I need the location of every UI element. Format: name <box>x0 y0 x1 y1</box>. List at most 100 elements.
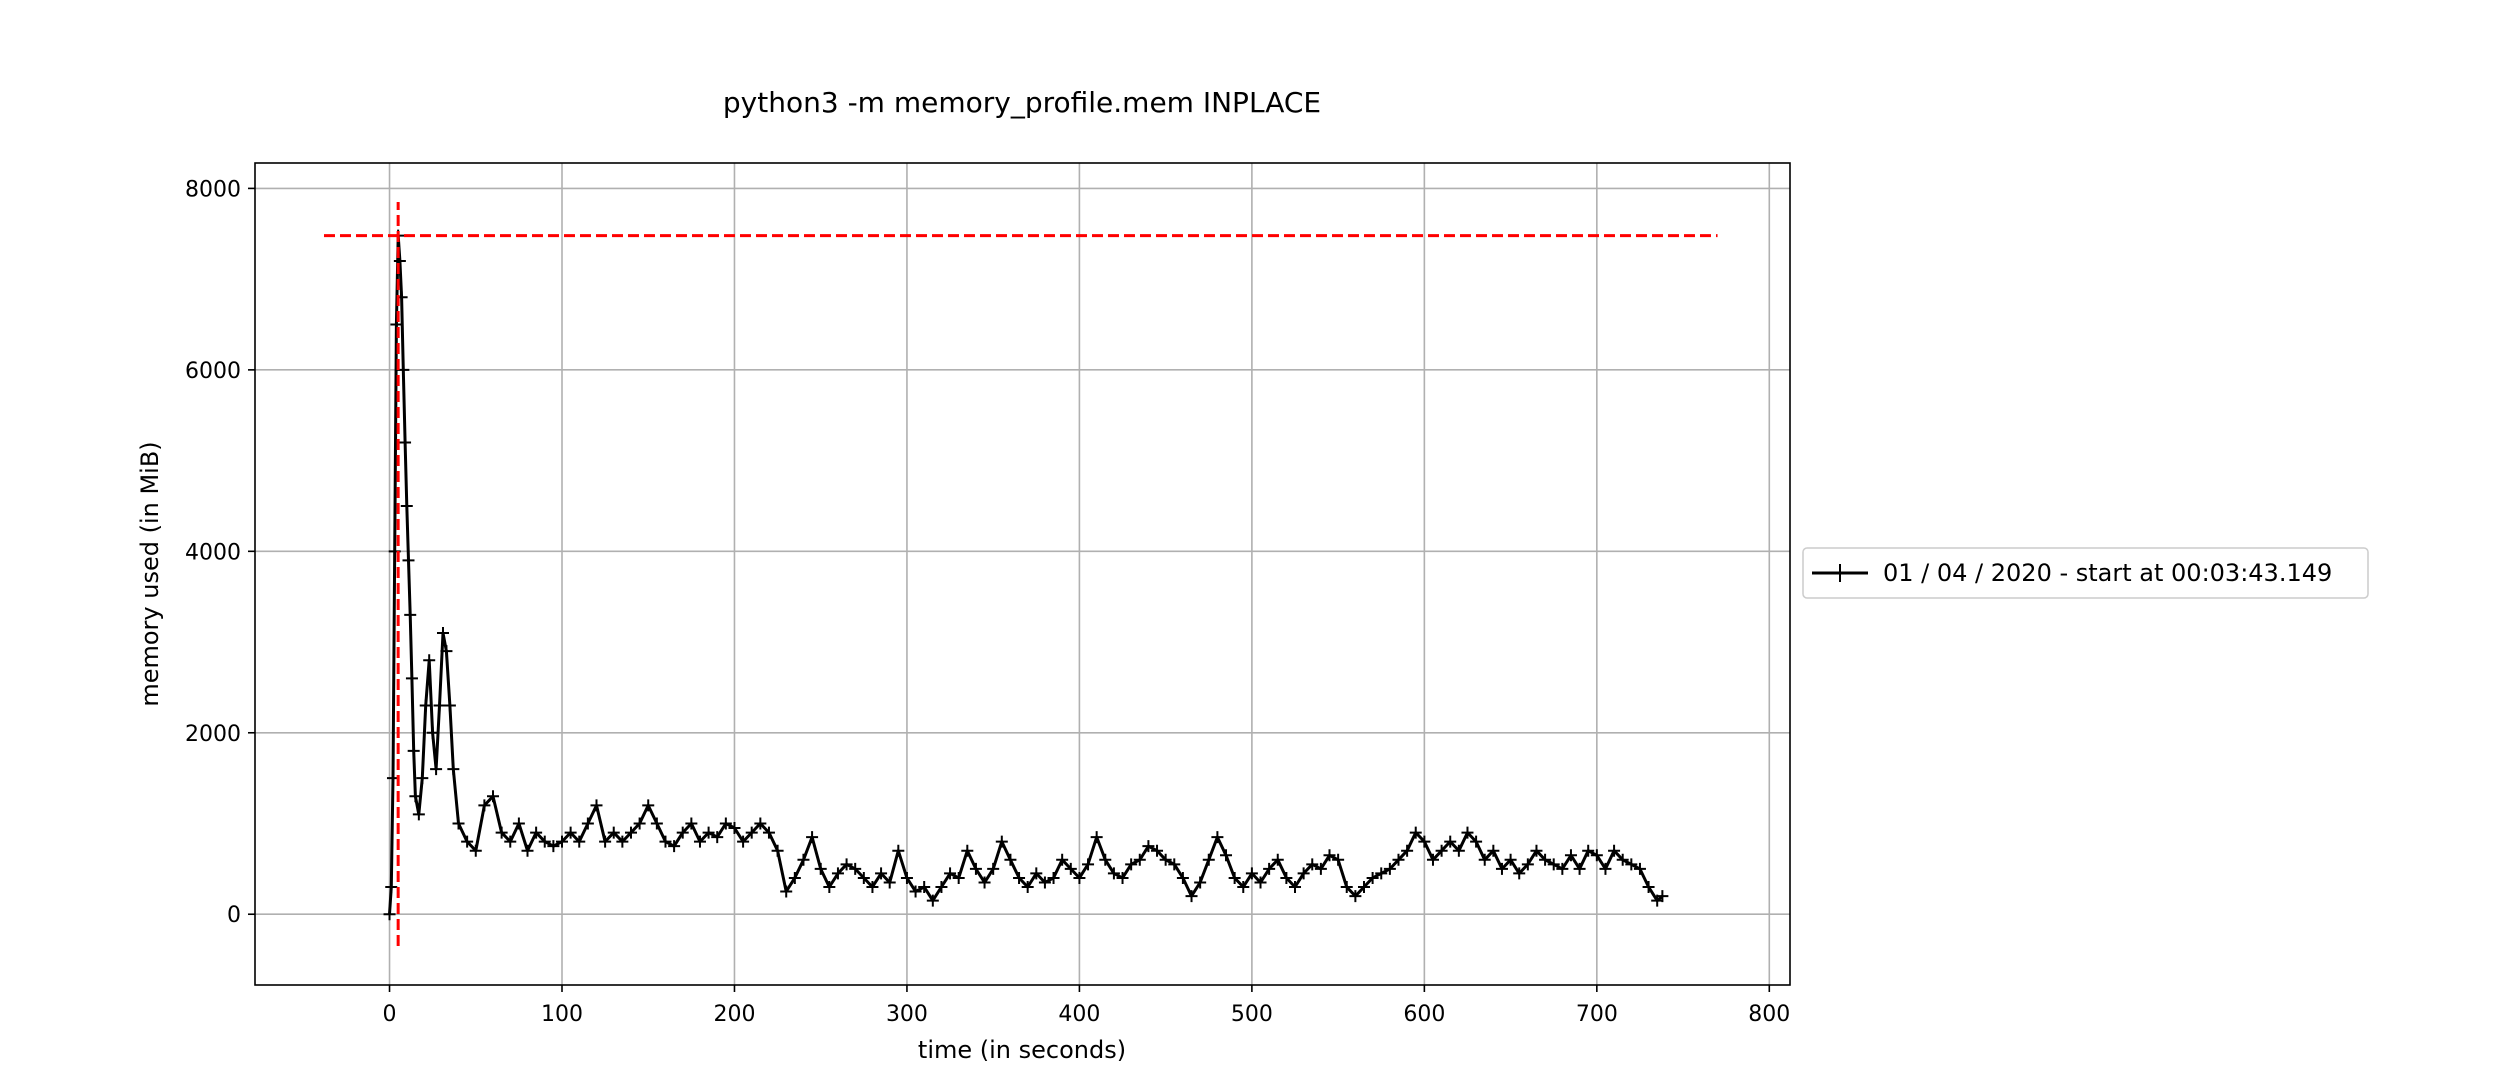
data-point <box>1082 858 1095 871</box>
data-point <box>399 436 412 449</box>
data-point <box>564 826 577 839</box>
data-point <box>1530 844 1543 857</box>
data-point <box>831 867 844 880</box>
data-point <box>1263 862 1276 875</box>
data-point <box>1176 871 1189 884</box>
data-point <box>1099 853 1112 866</box>
data-point <box>1289 881 1302 894</box>
data-point <box>685 817 698 830</box>
data-point <box>1202 853 1215 866</box>
data-point <box>1357 881 1370 894</box>
data-point <box>926 894 939 907</box>
series-line <box>388 234 1664 915</box>
data-point <box>1504 853 1517 866</box>
data-point <box>676 826 689 839</box>
data-point <box>814 862 827 875</box>
data-point <box>385 881 398 894</box>
data-point <box>393 254 406 267</box>
data-point <box>806 831 819 844</box>
data-point <box>1151 844 1164 857</box>
data-point <box>1599 862 1612 875</box>
data-point <box>624 826 637 839</box>
data-point <box>1297 867 1310 880</box>
data-point <box>1194 876 1207 889</box>
data-point <box>1237 881 1250 894</box>
data-point <box>1004 853 1017 866</box>
data-point <box>1401 844 1414 857</box>
data-point <box>1056 853 1069 866</box>
x-tick-label: 400 <box>1058 1002 1100 1027</box>
x-tick-label: 600 <box>1403 1002 1445 1027</box>
data-point <box>719 817 732 830</box>
plot-frame <box>254 162 1791 986</box>
data-point <box>737 835 750 848</box>
data-point <box>1332 853 1345 866</box>
data-point <box>892 844 905 857</box>
data-point <box>1030 867 1043 880</box>
data-point <box>423 654 436 667</box>
x-tick-label: 0 <box>383 1002 397 1027</box>
data-point <box>599 835 612 848</box>
data-point <box>849 862 862 875</box>
y-tick-label: 0 <box>227 903 241 928</box>
data-point <box>987 862 1000 875</box>
data-point <box>771 844 784 857</box>
data-point <box>1013 871 1026 884</box>
data-point <box>1064 862 1077 875</box>
data-point <box>1513 867 1526 880</box>
data-point <box>1547 858 1560 871</box>
data-point <box>633 817 646 830</box>
data-point <box>1564 849 1577 862</box>
data-point <box>1133 853 1146 866</box>
data-point <box>1280 871 1293 884</box>
data-point <box>754 817 767 830</box>
data-point <box>1220 849 1233 862</box>
data-point <box>573 835 586 848</box>
data-point <box>969 862 982 875</box>
data-point <box>1125 858 1138 871</box>
data-point <box>1271 853 1284 866</box>
data-point <box>607 826 620 839</box>
data-point <box>1521 858 1534 871</box>
data-point <box>1616 853 1629 866</box>
data-point <box>1245 867 1258 880</box>
data-point <box>1444 835 1457 848</box>
data-point <box>390 318 403 331</box>
data-point <box>1383 862 1396 875</box>
data-point <box>1392 853 1405 866</box>
data-point <box>1487 844 1500 857</box>
data-point <box>823 881 836 894</box>
data-point <box>1418 835 1431 848</box>
data-point <box>1633 862 1646 875</box>
data-point <box>407 744 420 757</box>
data-point <box>762 826 775 839</box>
data-point <box>668 840 681 853</box>
data-point <box>521 844 534 857</box>
data-point <box>995 835 1008 848</box>
data-point <box>400 499 413 512</box>
data-point <box>581 817 594 830</box>
data-point <box>452 817 465 830</box>
data-point <box>952 871 965 884</box>
data-point <box>1168 858 1181 871</box>
data-point <box>745 826 758 839</box>
y-tick-label: 8000 <box>185 177 241 202</box>
x-tick-label: 300 <box>886 1002 928 1027</box>
data-point <box>1090 831 1103 844</box>
data-point <box>409 790 422 803</box>
data-point <box>1470 835 1483 848</box>
data-point <box>1426 853 1439 866</box>
data-point <box>436 626 449 639</box>
data-point <box>1116 871 1129 884</box>
data-point <box>1590 849 1603 862</box>
data-point <box>1038 876 1051 889</box>
data-point <box>538 835 551 848</box>
data-point <box>909 885 922 898</box>
data-point <box>556 835 568 848</box>
data-point <box>642 799 655 812</box>
x-tick-label: 700 <box>1576 1002 1618 1027</box>
data-point <box>1495 862 1508 875</box>
data-point <box>547 840 560 853</box>
data-point <box>469 844 482 857</box>
